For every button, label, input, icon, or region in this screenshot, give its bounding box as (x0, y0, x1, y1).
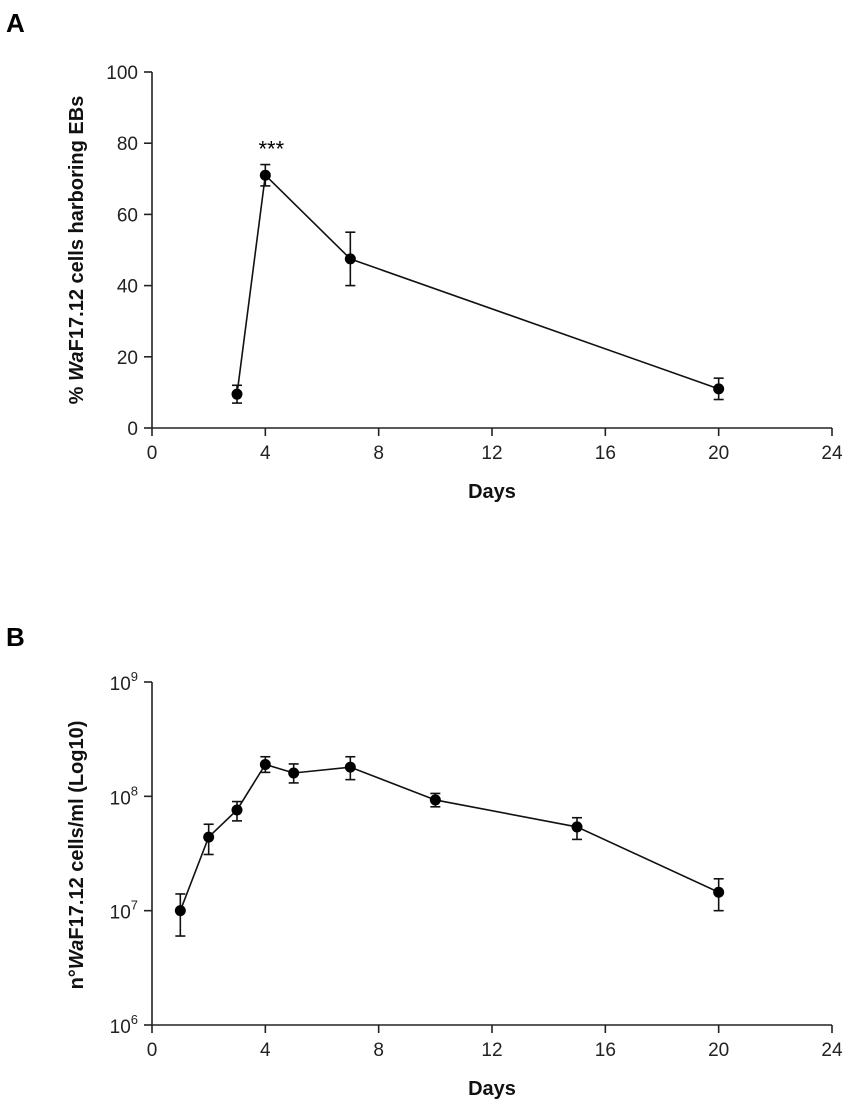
data-point (288, 767, 300, 779)
panel-a-y-axis-title: % WaF17.12 cells harboring EBs (66, 96, 88, 405)
x-tick-label: 0 (147, 1040, 158, 1061)
data-point (174, 905, 186, 917)
data-point (344, 761, 356, 773)
x-tick-label: 12 (481, 443, 502, 464)
series-line (236, 173, 719, 395)
x-tick-label: 8 (373, 443, 384, 464)
y-tick-label: 20 (117, 348, 138, 369)
panel-a-x-tick-labels: 0 4 8 12 16 20 24 (147, 443, 843, 464)
data-point (231, 804, 243, 816)
data-point (231, 388, 243, 400)
x-tick-label: 24 (821, 1040, 843, 1061)
panel-b-axes (144, 681, 833, 1033)
data-point (259, 758, 271, 770)
x-tick-label: 20 (708, 1040, 729, 1061)
panel-b-y-tick-labels: 106 107 108 109 (110, 669, 138, 1038)
y-tick-label: 108 (110, 783, 138, 809)
x-tick-label: 4 (260, 443, 271, 464)
series-line (179, 763, 720, 911)
data-point (429, 794, 441, 806)
y-tick-label: 109 (110, 669, 138, 695)
data-point (571, 821, 583, 833)
data-point (259, 169, 271, 181)
panel-a-x-axis-title: Days (468, 481, 516, 503)
y-tick-label: 107 (110, 898, 138, 924)
panel-a-series (231, 163, 725, 404)
panel-b-x-axis-title: Days (468, 1078, 516, 1100)
panel-a-significance-annotation: *** (258, 137, 284, 162)
panel-b-label: B (6, 622, 25, 652)
y-tick-label: 40 (117, 277, 138, 298)
x-tick-label: 16 (595, 1040, 616, 1061)
panel-b-x-tick-labels: 0 4 8 12 16 20 24 (147, 1040, 843, 1061)
panel-b-y-axis-title: n°WaF17.12 cells/ml (Log10) (66, 721, 88, 990)
data-point (713, 886, 725, 898)
x-tick-label: 24 (821, 443, 843, 464)
y-tick-label: 60 (117, 205, 138, 226)
y-tick-label: 106 (110, 1012, 138, 1038)
panel-a-axes (144, 71, 833, 436)
x-tick-label: 20 (708, 443, 729, 464)
panel-b-series (174, 755, 725, 937)
x-tick-label: 16 (595, 443, 616, 464)
x-tick-label: 0 (147, 443, 158, 464)
x-tick-label: 8 (373, 1040, 384, 1061)
panel-a-y-tick-labels: 0 20 40 60 80 100 (106, 63, 138, 440)
panel-a-label: A (6, 8, 25, 38)
y-tick-label: 0 (127, 419, 138, 440)
x-tick-label: 12 (481, 1040, 502, 1061)
x-tick-label: 4 (260, 1040, 271, 1061)
panel-b-chart: B 0 4 8 12 16 20 24 106 107 108 109 Days n°WaF17.… (6, 622, 843, 1100)
data-point (713, 383, 725, 395)
data-point (203, 831, 215, 843)
y-tick-label: 100 (106, 63, 138, 84)
data-point (344, 253, 356, 265)
y-tick-label: 80 (117, 134, 138, 155)
panel-a-chart: A 0 4 8 12 16 20 24 0 20 40 60 80 100 Days % WaF17.… (6, 8, 843, 503)
